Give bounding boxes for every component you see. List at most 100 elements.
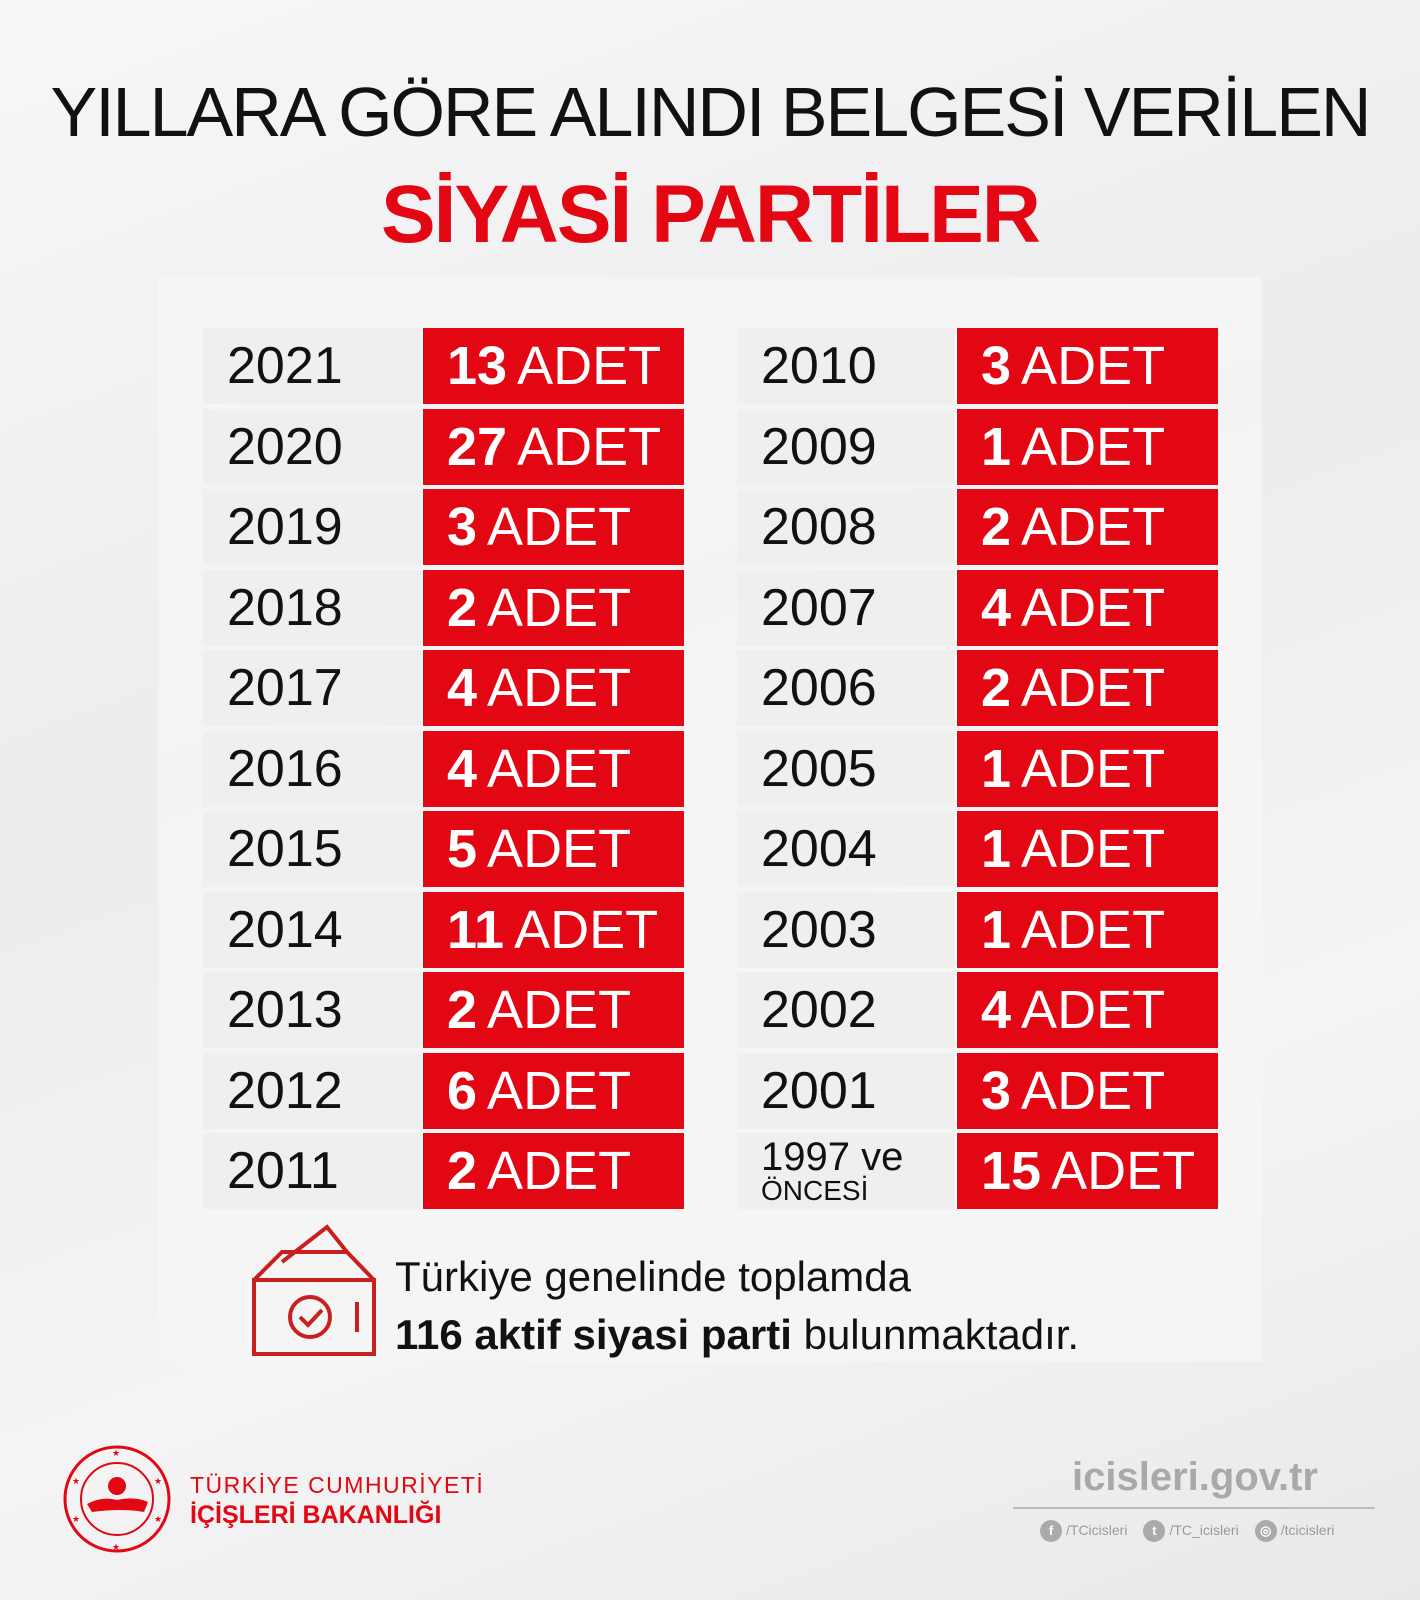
table-row: 2016 4 ADET	[203, 730, 684, 807]
year-cell: 2008	[737, 489, 955, 565]
table-row: 2005 1 ADET	[737, 730, 1218, 807]
count-unit: ADET	[487, 738, 632, 799]
year-cell: 2002	[737, 972, 955, 1048]
svg-text:★: ★	[112, 1448, 120, 1458]
count-value: 5	[447, 819, 478, 879]
instagram-link[interactable]: ◎/tcicisleri	[1254, 1520, 1334, 1542]
org-line1: TÜRKİYE CUMHURİYETİ	[190, 1472, 485, 1498]
count-cell: 27 ADET	[421, 408, 684, 485]
count-value: 4	[981, 980, 1012, 1040]
table-row: 2010 3 ADET	[737, 328, 1218, 404]
year-label-sub: ÖNCESİ	[761, 1175, 869, 1206]
count-cell: 4 ADET	[955, 569, 1218, 646]
count-cell: 1 ADET	[955, 811, 1218, 887]
count-cell: 3 ADET	[421, 489, 684, 565]
count-cell: 2 ADET	[955, 650, 1218, 726]
count-cell: 13 ADET	[421, 328, 684, 404]
count-cell: 11 ADET	[421, 891, 684, 968]
ballot-box-icon	[252, 1224, 376, 1356]
table-row: 2003 1 ADET	[737, 891, 1218, 968]
count-value: 1	[981, 738, 1012, 799]
year-cell: 2016	[203, 730, 421, 807]
year-cell: 2014	[203, 891, 421, 968]
count-unit: ADET	[1021, 658, 1166, 718]
year-cell: 2001	[737, 1052, 955, 1129]
table-row: 2019 3 ADET	[203, 489, 684, 565]
count-value: 4	[447, 738, 478, 799]
count-cell: 4 ADET	[421, 730, 684, 807]
year-cell: 2009	[737, 408, 955, 485]
title-line1: YILLARA GÖRE ALINDI BELGESİ VERİLEN	[50, 73, 1372, 151]
table-row: 2020 27 ADET	[203, 408, 684, 485]
table-row: 1997 ve ÖNCESİ 15 ADET	[737, 1133, 1218, 1209]
social-links: f/TCicisleri t/TC_icisleri ◎/tcicisleri	[1040, 1520, 1334, 1542]
year-cell: 2018	[203, 569, 421, 646]
facebook-link[interactable]: f/TCicisleri	[1040, 1520, 1127, 1542]
count-unit: ADET	[1021, 738, 1166, 799]
year-cell: 2010	[737, 328, 955, 404]
year-cell: 1997 ve ÖNCESİ	[737, 1133, 955, 1209]
table-row: 2001 3 ADET	[737, 1052, 1218, 1129]
table-row: 2021 13 ADET	[203, 328, 684, 404]
table-row: 2004 1 ADET	[737, 811, 1218, 887]
facebook-icon: f	[1040, 1520, 1062, 1542]
count-cell: 1 ADET	[955, 730, 1218, 807]
count-unit: ADET	[517, 416, 662, 477]
twitter-link[interactable]: t/TC_icisleri	[1143, 1520, 1239, 1542]
table-row: 2017 4 ADET	[203, 650, 684, 726]
count-unit: ADET	[1021, 497, 1166, 557]
count-cell: 2 ADET	[421, 972, 684, 1048]
count-unit: ADET	[1021, 980, 1166, 1040]
year-cell: 2004	[737, 811, 955, 887]
ministry-name: TÜRKİYE CUMHURİYETİ İÇİŞLERİ BAKANLIĞI	[190, 1470, 484, 1530]
twitter-icon: t	[1143, 1520, 1166, 1542]
count-unit: ADET	[514, 899, 659, 960]
year-cell: 2020	[203, 408, 421, 485]
summary-highlight: 116 aktif siyasi parti	[395, 1311, 792, 1358]
year-cell: 2012	[203, 1052, 421, 1129]
count-value: 2	[447, 577, 478, 638]
count-value: 1	[981, 899, 1012, 960]
website-link[interactable]: icisleri.gov.tr	[1071, 1455, 1318, 1499]
table-row: 2014 11 ADET	[203, 891, 684, 968]
count-unit: ADET	[1021, 416, 1166, 477]
summary-rest: bulunmaktadır.	[791, 1311, 1080, 1358]
count-cell: 4 ADET	[421, 650, 684, 726]
year-cell: 2021	[203, 328, 421, 404]
count-cell: 3 ADET	[955, 1052, 1218, 1129]
count-unit: ADET	[1021, 577, 1166, 638]
count-value: 27	[447, 416, 508, 477]
count-value: 11	[447, 899, 505, 960]
count-value: 4	[447, 658, 478, 718]
table-row: 2012 6 ADET	[203, 1052, 684, 1129]
table-row: 2007 4 ADET	[737, 569, 1218, 646]
facebook-handle: /TCicisleri	[1066, 1522, 1128, 1538]
svg-text:★: ★	[154, 1514, 162, 1524]
count-unit: ADET	[1051, 1141, 1196, 1201]
count-cell: 15 ADET	[955, 1133, 1218, 1209]
year-cell: 2019	[203, 489, 421, 565]
count-cell: 3 ADET	[955, 328, 1218, 404]
count-unit: ADET	[487, 577, 632, 638]
twitter-handle: /TC_icisleri	[1169, 1522, 1239, 1538]
year-cell: 2015	[203, 811, 421, 887]
count-value: 2	[981, 658, 1012, 718]
count-value: 2	[981, 497, 1012, 557]
count-value: 3	[447, 497, 478, 557]
count-unit: ADET	[487, 658, 632, 718]
count-value: 2	[447, 1141, 478, 1201]
table-row: 2009 1 ADET	[737, 408, 1218, 485]
count-cell: 2 ADET	[421, 1133, 684, 1209]
svg-text:★: ★	[112, 1542, 120, 1552]
count-unit: ADET	[487, 980, 632, 1040]
count-unit: ADET	[487, 819, 632, 879]
ministry-seal-logo: ★ ★ ★ ★ ★ ★	[63, 1445, 171, 1553]
count-unit: ADET	[487, 1060, 632, 1121]
table-row: 2006 2 ADET	[737, 650, 1218, 726]
year-label: 1997 ve	[761, 1135, 904, 1179]
year-cell: 2006	[737, 650, 955, 726]
count-cell: 5 ADET	[421, 811, 684, 887]
count-value: 3	[981, 1060, 1012, 1121]
count-value: 1	[981, 819, 1012, 879]
svg-text:★: ★	[72, 1514, 80, 1524]
